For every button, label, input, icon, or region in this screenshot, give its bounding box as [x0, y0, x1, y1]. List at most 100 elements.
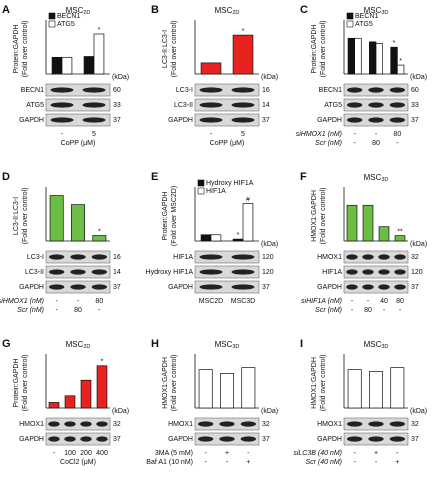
y-axis-label: (Fold over control) — [22, 188, 29, 245]
y-axis-label: Protein:GAPDH — [13, 358, 20, 407]
x-axis-label: CoPP (μM) — [210, 140, 245, 147]
treatment-value: 80 — [396, 298, 404, 305]
blot-strip — [45, 98, 111, 112]
panel-title: MSC3D — [364, 6, 389, 16]
bar — [92, 235, 107, 242]
blot-band — [91, 254, 108, 260]
blot-band — [378, 269, 390, 275]
blot-band — [389, 421, 406, 427]
blot-kda: 14 — [113, 269, 121, 276]
blot-label: LC3-I — [27, 254, 44, 261]
blot-label: HIF1A — [322, 269, 342, 276]
panel-letter: A — [2, 4, 10, 16]
blot-kda: 60 — [411, 87, 419, 94]
blot-band — [394, 269, 406, 275]
y-axis-label: LC3-II:LC3-I — [162, 30, 169, 68]
panel-letter: D — [2, 171, 10, 183]
significance-label: * — [242, 28, 245, 35]
blot-strip — [194, 113, 260, 127]
blot-band — [362, 269, 374, 275]
blot-kda: 37 — [113, 436, 121, 443]
blot-band — [64, 421, 76, 427]
bar — [49, 195, 64, 242]
blot-band — [50, 102, 74, 108]
blot-band — [219, 421, 235, 427]
bar — [369, 41, 377, 75]
panel: H MSC3D HMOX1:GAPDH (Fold over control) (kDa… — [146, 338, 278, 466]
treatment-label: 3MA (5 mM) — [155, 450, 193, 457]
treatment-value: 80 — [364, 307, 372, 314]
blot-kda: 37 — [262, 284, 270, 291]
y-axis-label: (Fold over control) — [22, 355, 29, 412]
blot-band — [389, 436, 406, 442]
y-axis-label: (Fold over control) — [22, 21, 29, 78]
panel-letter: E — [151, 171, 158, 183]
blot-label: GAPDH — [317, 284, 342, 291]
blot-band — [394, 254, 406, 260]
blot-band — [48, 436, 60, 442]
legend-label: Hydroxy HIF1A — [206, 180, 254, 187]
panel: G MSC2D Protein:GAPDH (Fold over control) * (… — [2, 338, 129, 466]
significance-label: * — [98, 27, 101, 34]
treatment-value: - — [55, 298, 58, 305]
bar — [83, 56, 95, 75]
title-main: MSC — [215, 6, 233, 15]
blot-label: GAPDH — [317, 117, 342, 124]
kda-header: (kDa) — [261, 74, 278, 81]
blot-label: ATG5 — [26, 102, 44, 109]
treatment-value: 80 — [372, 140, 380, 147]
treatment-label: Scr (nM) — [315, 140, 342, 147]
blot-band — [240, 421, 257, 427]
bar — [64, 395, 76, 409]
x-axis-label: CoPP (μM) — [61, 140, 96, 147]
panel-letter: F — [300, 171, 307, 183]
bar — [48, 402, 60, 409]
x-tick-label: 400 — [96, 450, 108, 457]
bar — [378, 226, 390, 242]
treatment-value: - — [353, 131, 356, 138]
treatment-value: - — [353, 459, 356, 466]
panel-title: MSC3D — [364, 173, 389, 183]
bar — [93, 33, 105, 75]
blot-band — [368, 87, 384, 93]
treatment-value: - — [399, 307, 402, 314]
blot-label: LC3-II — [174, 102, 193, 109]
legend-label: ATG5 — [57, 21, 75, 28]
treatment-label: siLC3B (40 nM) — [293, 450, 342, 457]
blot-band — [82, 102, 106, 108]
title-sub: 3D — [381, 10, 388, 16]
blot-label: LC3-I — [176, 87, 193, 94]
blot-band — [80, 436, 92, 442]
treatment-value: - — [351, 298, 354, 305]
treatment-value: - — [383, 307, 386, 314]
treatment-value: - — [77, 298, 80, 305]
blot-strip — [343, 250, 409, 264]
treatment-label: Scr (nM) — [315, 307, 342, 314]
blot-band — [199, 254, 223, 260]
blot-band — [346, 102, 363, 108]
blot-band — [48, 269, 65, 275]
y-axis-label: HMOX1:GAPDH — [311, 357, 318, 409]
x-tick-label: 5 — [92, 131, 96, 138]
blot-band — [368, 117, 384, 123]
bar — [362, 204, 374, 242]
bar — [354, 37, 362, 75]
y-axis-label: HMOX1:GAPDH — [311, 190, 318, 242]
blot-label: ATG5 — [324, 102, 342, 109]
blot-kda: 120 — [411, 269, 423, 276]
blot-strip — [343, 280, 409, 294]
y-axis-label: Protein:GAPDH — [311, 24, 318, 73]
panel: C MSC3D Protein:GAPDH (Fold over control) * B… — [296, 4, 427, 147]
blot-label: GAPDH — [19, 436, 44, 443]
bar — [96, 365, 108, 409]
y-axis-label: (Fold over control) — [171, 355, 178, 412]
blot-label: HMOX1 — [19, 421, 44, 428]
kda-header: (kDa) — [261, 241, 278, 248]
blot-band — [231, 284, 255, 290]
blot-band — [346, 284, 358, 290]
blot-kda: 33 — [113, 102, 121, 109]
x-tick-label: MSC3D — [231, 298, 256, 305]
blot-band — [231, 254, 255, 260]
blot-band — [199, 269, 223, 275]
